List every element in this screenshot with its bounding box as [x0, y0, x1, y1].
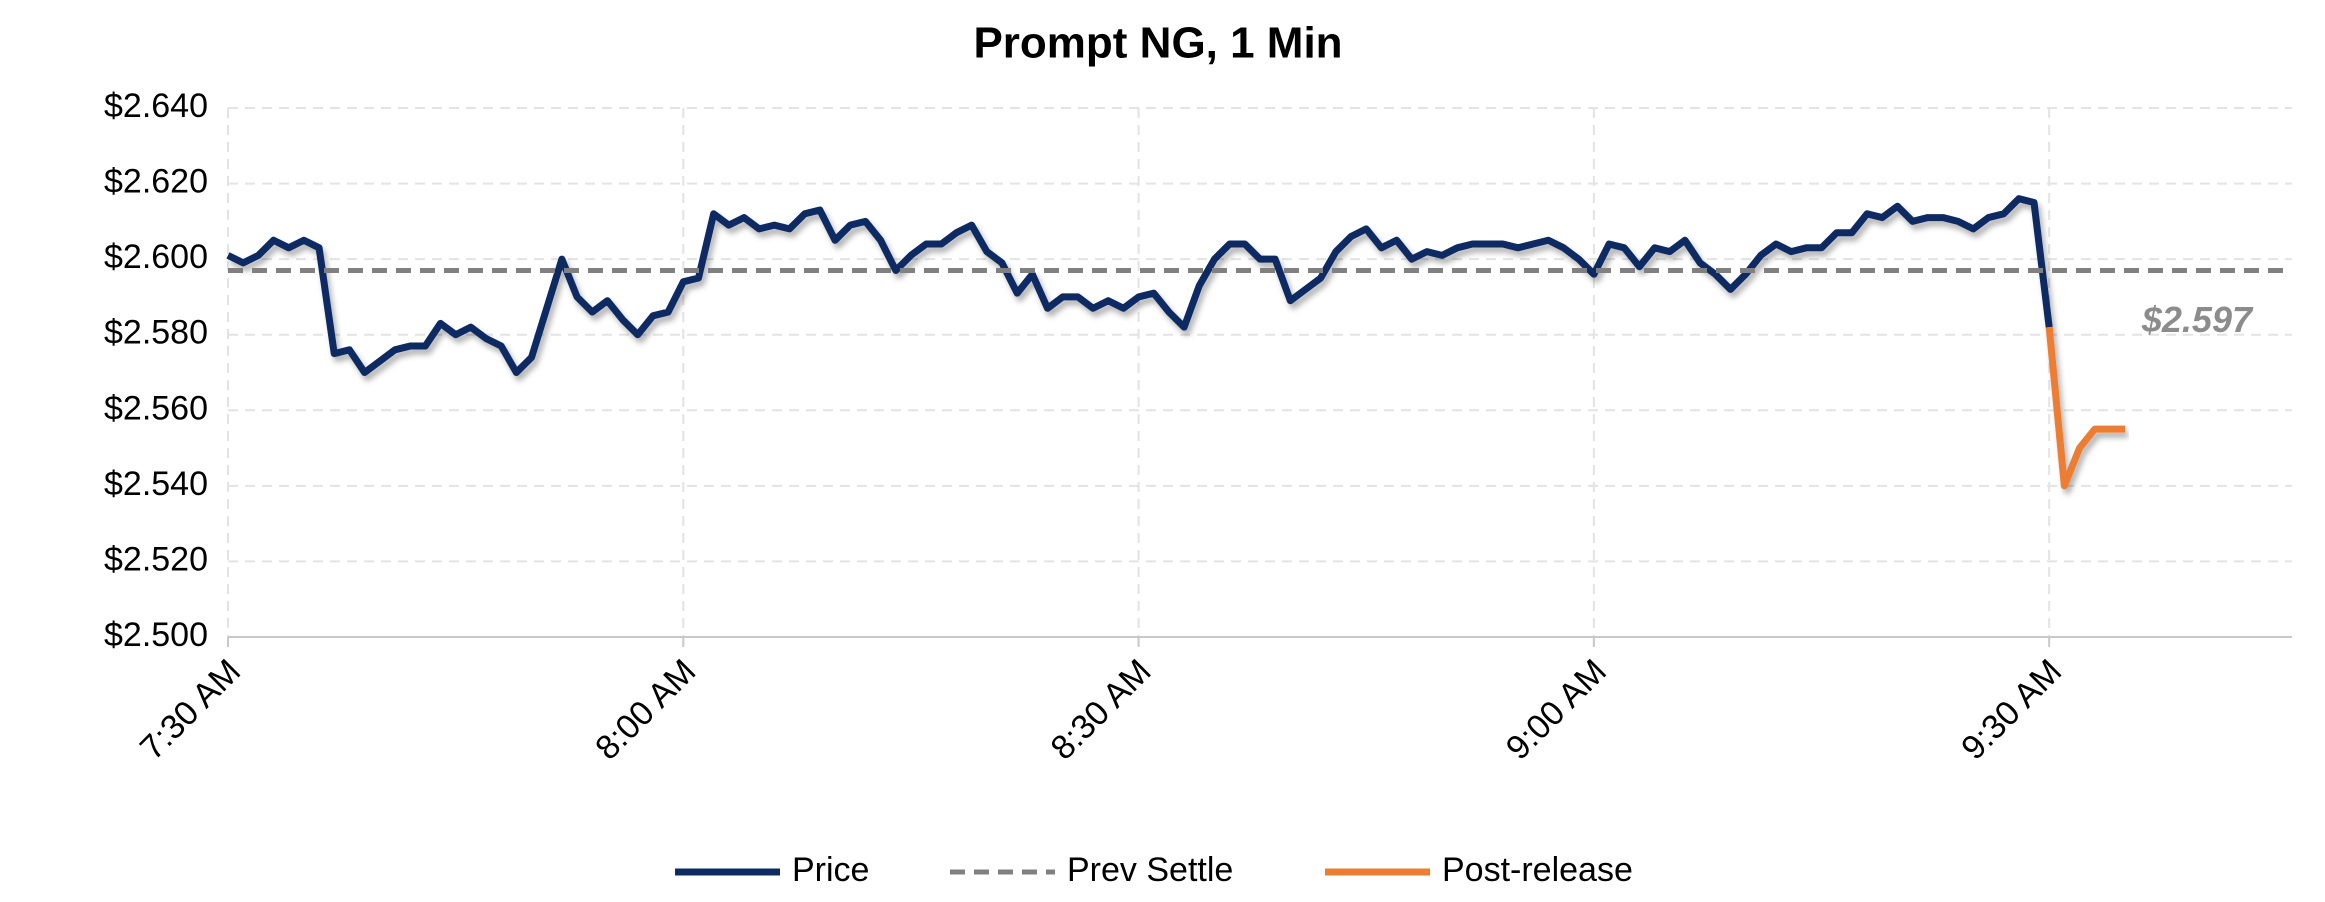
legend-label: Post-release [1442, 851, 1633, 889]
series-line [226, 195, 2053, 376]
y-tick-label: $2.560 [104, 389, 208, 427]
x-tick-label: 8:30 AM [1044, 652, 1159, 767]
y-tick-label: $2.640 [104, 87, 208, 125]
y-tick-label: $2.520 [104, 540, 208, 578]
y-tick-label: $2.580 [104, 314, 208, 352]
y-tick-label: $2.600 [104, 238, 208, 276]
y-tick-label: $2.500 [104, 616, 208, 654]
x-tick-label: 9:00 AM [1499, 652, 1614, 767]
legend-label: Prev Settle [1067, 851, 1233, 889]
legend-label: Price [792, 851, 869, 889]
x-tick-label: 9:30 AM [1954, 652, 2069, 767]
x-tick-label: 7:30 AM [133, 652, 248, 767]
series-line [2045, 326, 2126, 490]
chart-title: Prompt NG, 1 Min [973, 19, 1342, 68]
x-tick-label: 8:00 AM [588, 652, 703, 767]
y-tick-label: $2.620 [104, 163, 208, 201]
y-tick-label: $2.540 [104, 465, 208, 503]
annotation: $2.597 [2141, 299, 2254, 340]
